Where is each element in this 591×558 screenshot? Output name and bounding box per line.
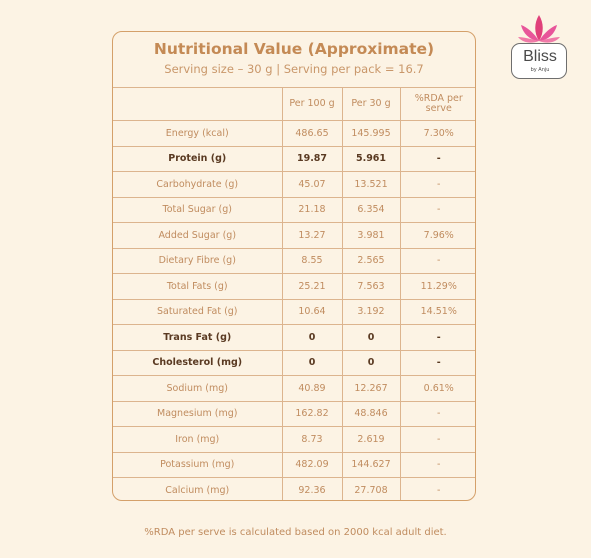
value-per-100g: 8.55 — [281, 247, 343, 274]
table-row: Added Sugar (g) 13.27 3.981 7.96% — [113, 222, 475, 249]
table-row: Trans Fat (g) 0 0- — [113, 324, 475, 351]
nutrient-name: Calcium (mg) — [113, 477, 283, 500]
nutrient-name: Energy (kcal) — [113, 120, 283, 147]
value-per-30g: 3.192 — [341, 298, 401, 325]
value-per-30g: 145.995 — [341, 120, 401, 147]
table-row: Carbohydrate (g) 45.07 13.521- — [113, 171, 475, 198]
value-rda: 7.96% — [399, 222, 475, 249]
value-per-30g: 13.521 — [341, 171, 401, 198]
table-row: Iron (mg) 8.73 2.619- — [113, 426, 475, 453]
table-row: Total Fats (g) 25.21 7.563 11.29% — [113, 273, 475, 300]
value-per-100g: 13.27 — [281, 222, 343, 249]
header-rda: %RDA per serve — [399, 87, 475, 121]
table-row: Potassium (mg) 482.09 144.627- — [113, 451, 475, 478]
value-rda: - — [399, 477, 475, 500]
value-per-30g: 3.981 — [341, 222, 401, 249]
brand-logo: Bliss by Anju — [511, 13, 569, 81]
table-row: Magnesium (mg) 162.82 48.846- — [113, 400, 475, 427]
value-per-30g: 48.846 — [341, 400, 401, 427]
value-per-100g: 19.87 — [281, 145, 343, 172]
nutrient-name: Trans Fat (g) — [113, 324, 283, 351]
value-rda: 11.29% — [399, 273, 475, 300]
nutrient-name: Potassium (mg) — [113, 451, 283, 478]
table-row: Calcium (mg) 92.36 27.708- — [113, 477, 475, 500]
nutrient-name: Magnesium (mg) — [113, 400, 283, 427]
nutrient-name: Carbohydrate (g) — [113, 171, 283, 198]
value-per-100g: 486.65 — [281, 120, 343, 147]
value-per-100g: 8.73 — [281, 426, 343, 453]
value-rda: - — [399, 145, 475, 172]
value-rda: - — [399, 247, 475, 274]
nutrient-name: Sodium (mg) — [113, 375, 283, 402]
nutrient-name: Dietary Fibre (g) — [113, 247, 283, 274]
table-row: Energy (kcal) 486.65 145.995 7.30% — [113, 120, 475, 147]
nutrient-name: Total Sugar (g) — [113, 196, 283, 223]
nutrition-card: Nutritional Value (Approximate) Serving … — [112, 31, 476, 501]
table-row: Protein (g) 19.87 5.961- — [113, 145, 475, 172]
logo-badge: Bliss by Anju — [511, 43, 567, 79]
value-per-30g: 6.354 — [341, 196, 401, 223]
value-per-30g: 144.627 — [341, 451, 401, 478]
value-rda: 0.61% — [399, 375, 475, 402]
table-row: Saturated Fat (g) 10.64 3.192 14.51% — [113, 298, 475, 325]
value-rda: 7.30% — [399, 120, 475, 147]
value-per-30g: 27.708 — [341, 477, 401, 500]
value-per-100g: 10.64 — [281, 298, 343, 325]
value-per-100g: 40.89 — [281, 375, 343, 402]
value-per-100g: 92.36 — [281, 477, 343, 500]
value-rda: - — [399, 426, 475, 453]
logo-wordmark: Bliss — [523, 48, 557, 65]
value-per-100g: 0 — [281, 349, 343, 376]
value-per-30g: 7.563 — [341, 273, 401, 300]
value-rda: - — [399, 171, 475, 198]
value-per-100g: 45.07 — [281, 171, 343, 198]
nutrient-name: Protein (g) — [113, 145, 283, 172]
value-rda: - — [399, 324, 475, 351]
nutrient-name: Added Sugar (g) — [113, 222, 283, 249]
header-row: Per 100 g Per 30 g %RDA per serve — [113, 87, 475, 121]
nutrient-name: Iron (mg) — [113, 426, 283, 453]
nutrition-table: Per 100 g Per 30 g %RDA per serve Energy… — [113, 87, 475, 500]
value-rda: - — [399, 196, 475, 223]
value-per-30g: 5.961 — [341, 145, 401, 172]
header-per-100g: Per 100 g — [281, 87, 343, 121]
serving-info: Serving size – 30 g | Serving per pack =… — [164, 62, 424, 76]
value-rda: - — [399, 400, 475, 427]
value-per-30g: 2.565 — [341, 247, 401, 274]
value-per-100g: 21.18 — [281, 196, 343, 223]
logo-tagline: by Anju — [530, 67, 550, 73]
lotus-icon — [518, 15, 560, 43]
table-row: Cholesterol (mg) 0 0- — [113, 349, 475, 376]
value-per-30g: 0 — [341, 324, 401, 351]
header-per-30g: Per 30 g — [341, 87, 401, 121]
value-rda: - — [399, 349, 475, 376]
value-per-100g: 162.82 — [281, 400, 343, 427]
value-per-100g: 0 — [281, 324, 343, 351]
header-nutrient — [113, 87, 283, 121]
value-per-30g: 2.619 — [341, 426, 401, 453]
value-per-100g: 25.21 — [281, 273, 343, 300]
value-rda: 14.51% — [399, 298, 475, 325]
value-per-30g: 12.267 — [341, 375, 401, 402]
nutrient-name: Total Fats (g) — [113, 273, 283, 300]
nutrient-name: Saturated Fat (g) — [113, 298, 283, 325]
table-row: Total Sugar (g) 21.18 6.354- — [113, 196, 475, 223]
table-row: Dietary Fibre (g) 8.55 2.565- — [113, 247, 475, 274]
nutrient-name: Cholesterol (mg) — [113, 349, 283, 376]
value-per-100g: 482.09 — [281, 451, 343, 478]
rda-footnote: %RDA per serve is calculated based on 20… — [144, 527, 447, 538]
value-per-30g: 0 — [341, 349, 401, 376]
card-title: Nutritional Value (Approximate) — [153, 40, 435, 58]
value-rda: - — [399, 451, 475, 478]
table-row: Sodium (mg) 40.89 12.267 0.61% — [113, 375, 475, 402]
